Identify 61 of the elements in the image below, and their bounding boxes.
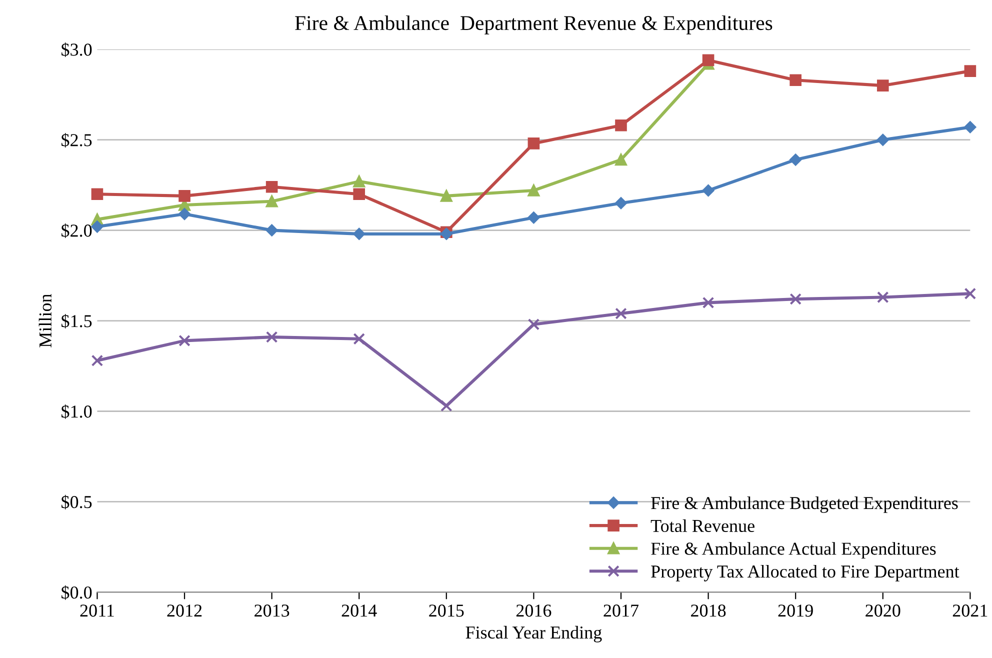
x-tick-label: 2018 bbox=[691, 604, 726, 617]
point bbox=[178, 334, 190, 347]
point bbox=[615, 119, 627, 132]
chart-title: Fire & Ambulance Department Revenue & Expenditures bbox=[295, 15, 772, 34]
x-tick-label: 2016 bbox=[516, 604, 552, 617]
point bbox=[440, 190, 452, 202]
y-tick-label: $2.5 bbox=[62, 133, 92, 148]
y-tick-label: $2.0 bbox=[62, 223, 92, 238]
point bbox=[440, 400, 452, 412]
point bbox=[91, 220, 104, 233]
point bbox=[876, 80, 889, 92]
x-tick-label: 2011 bbox=[80, 604, 114, 617]
legend-label: Fire & Ambulance Actual Expenditures bbox=[651, 542, 936, 559]
legend-label: Property Tax Allocated to Fire Department bbox=[651, 564, 960, 582]
x-tick-label: 2014 bbox=[342, 604, 377, 617]
y-axis-title: Million bbox=[38, 294, 52, 348]
point bbox=[790, 154, 802, 166]
point bbox=[702, 54, 714, 66]
point bbox=[266, 331, 278, 343]
point bbox=[266, 180, 278, 193]
point bbox=[353, 228, 366, 240]
x-tick-label: 2019 bbox=[778, 604, 813, 617]
legend-label: Total Revenue bbox=[650, 519, 754, 532]
y-tick-label: $3.0 bbox=[62, 42, 92, 57]
point bbox=[353, 176, 366, 188]
x-axis-title: Fiscal Year Ending bbox=[466, 626, 602, 642]
point bbox=[964, 121, 976, 134]
point bbox=[528, 212, 540, 224]
legend-label: Fire & Ambulance Budgeted Expenditures bbox=[651, 496, 958, 513]
point bbox=[528, 318, 540, 330]
point bbox=[615, 154, 627, 166]
point bbox=[615, 197, 627, 210]
y-tick-label: $0.0 bbox=[62, 585, 92, 600]
y-tick-label: $0.5 bbox=[62, 494, 92, 510]
point bbox=[702, 296, 714, 309]
point bbox=[266, 195, 278, 208]
point bbox=[964, 288, 976, 300]
point bbox=[702, 184, 714, 196]
x-tick-label: 2021 bbox=[952, 604, 988, 617]
point bbox=[178, 208, 190, 220]
point bbox=[615, 308, 627, 320]
point bbox=[91, 188, 104, 200]
y-tick-label: $1.0 bbox=[62, 404, 92, 419]
point bbox=[178, 190, 190, 202]
point bbox=[266, 224, 278, 236]
point bbox=[528, 184, 540, 196]
point bbox=[528, 138, 540, 150]
point bbox=[876, 134, 889, 146]
point bbox=[964, 65, 976, 77]
x-tick-label: 2015 bbox=[429, 604, 464, 617]
point bbox=[91, 354, 104, 366]
point bbox=[353, 332, 366, 345]
x-tick-label: 2013 bbox=[254, 604, 290, 617]
point bbox=[876, 291, 889, 304]
x-tick-label: 2017 bbox=[604, 604, 639, 617]
y-tick-label: $1.5 bbox=[62, 314, 92, 328]
x-tick-label: 2012 bbox=[167, 604, 202, 617]
point bbox=[353, 188, 366, 200]
point bbox=[790, 293, 802, 305]
x-tick-label: 2020 bbox=[866, 604, 900, 617]
point bbox=[790, 74, 802, 86]
